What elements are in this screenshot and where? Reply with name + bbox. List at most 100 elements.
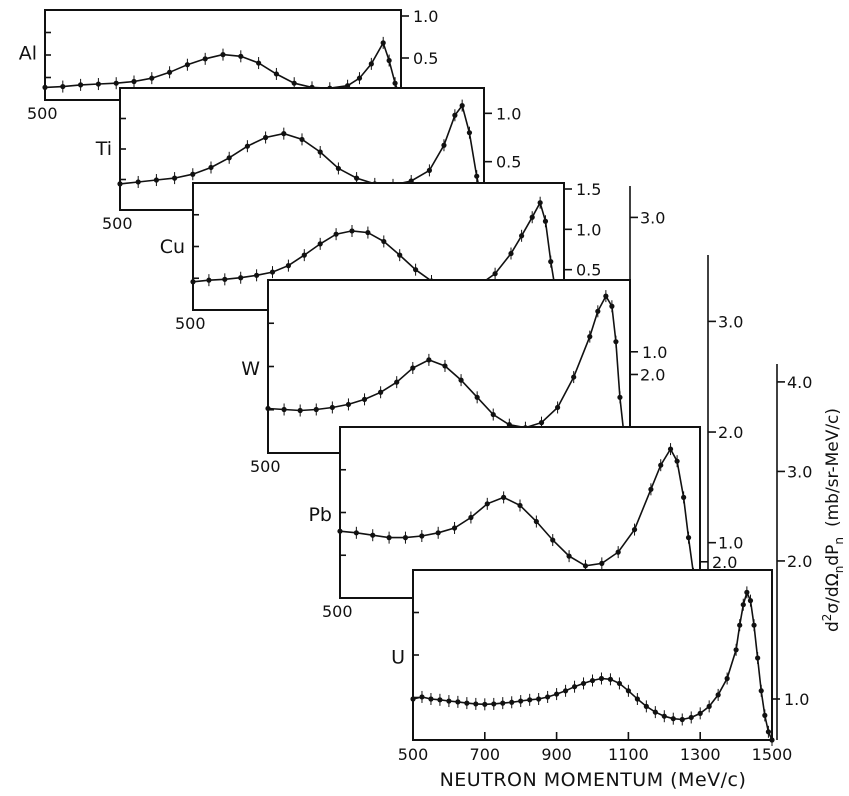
series-line-al — [44, 40, 402, 101]
data-point — [184, 62, 190, 68]
data-point — [482, 701, 488, 707]
data-point — [508, 250, 514, 257]
panel-w: 1.0 2.0 3.0 W 500 — [241, 186, 667, 476]
data-point — [335, 165, 341, 172]
data-point — [679, 716, 685, 723]
outer-y-tick-label: 2.0 — [640, 365, 665, 384]
data-point — [42, 84, 48, 90]
data-point — [78, 82, 84, 88]
data-point — [517, 502, 523, 509]
data-point — [615, 549, 621, 555]
x-axis: 500 700 900 1100 1300 1500 — [398, 732, 792, 764]
data-point — [688, 714, 694, 721]
y-axis-title-sub2: n — [832, 537, 846, 545]
data-point — [667, 446, 674, 452]
data-point — [536, 696, 542, 702]
data-point — [392, 80, 398, 86]
x-tick-label: 1100 — [608, 745, 649, 764]
data-point — [466, 130, 473, 136]
data-point — [269, 269, 276, 275]
x-start-label: 500 — [175, 314, 206, 333]
y-axis-title-d: d — [823, 621, 843, 632]
data-point — [153, 177, 159, 183]
data-point — [370, 532, 376, 538]
data-point — [625, 688, 632, 694]
data-point — [190, 279, 196, 285]
y-axis-title-sub1: n — [832, 566, 846, 574]
data-point — [533, 518, 539, 525]
data-point — [670, 716, 676, 722]
data-point — [386, 57, 392, 64]
y-axis-title: d2σ/dΩndPn(mb/sr-MeV/c) — [820, 408, 846, 632]
data-point — [595, 308, 601, 314]
data-point — [402, 535, 409, 541]
data-point — [206, 277, 212, 283]
data-point — [426, 357, 432, 363]
y-tick-label: 0.5 — [413, 49, 438, 68]
panel-label-cu: Cu — [160, 236, 185, 258]
y-tick-label: 1.0 — [413, 7, 438, 26]
data-point — [441, 142, 447, 148]
data-point — [542, 218, 549, 224]
data-point — [365, 229, 371, 236]
data-point — [281, 131, 287, 137]
data-point — [643, 703, 649, 709]
data-point — [281, 406, 287, 413]
panel-label-ti: Ti — [95, 138, 112, 160]
data-point — [337, 528, 343, 534]
series-line-pb — [339, 447, 701, 599]
data-point — [631, 526, 638, 533]
data-point — [661, 713, 667, 719]
svg-text:d2σ/dΩndPn(mb/sr-MeV/c): d2σ/dΩndPn(mb/sr-MeV/c) — [820, 408, 846, 632]
data-point — [740, 602, 746, 608]
data-point — [329, 404, 335, 411]
panel-label-al: Al — [19, 43, 37, 65]
data-point — [226, 155, 232, 161]
x-axis-title: NEUTRON MOMENTUM (MeV/c) — [440, 769, 747, 791]
data-point — [529, 214, 535, 220]
data-point — [167, 69, 173, 75]
data-point — [368, 61, 374, 67]
y-tick-label: 1.5 — [576, 180, 601, 199]
data-point — [333, 231, 339, 237]
data-point — [685, 535, 692, 541]
outer-y-tick-label: 4.0 — [787, 373, 812, 392]
data-point — [582, 563, 589, 569]
data-point — [617, 394, 623, 400]
data-point — [484, 501, 490, 507]
x-tick-label: 1300 — [680, 745, 721, 764]
data-point — [394, 379, 400, 385]
data-point — [285, 263, 291, 269]
data-point — [751, 622, 757, 628]
data-point — [545, 694, 551, 700]
panel-label-w: W — [241, 358, 260, 380]
data-point — [648, 486, 654, 492]
panel-u: 1.02.03.04.0U — [391, 364, 812, 746]
data-point — [755, 655, 761, 661]
data-point — [220, 52, 226, 58]
data-point — [607, 676, 614, 682]
data-point — [428, 696, 434, 702]
outer-y-tick-label: 3.0 — [640, 208, 665, 227]
data-point — [518, 698, 524, 704]
data-point — [490, 411, 496, 418]
y-tick-label: 2.0 — [712, 553, 737, 572]
data-point — [527, 697, 533, 703]
data-point — [291, 80, 297, 86]
data-point — [301, 252, 307, 258]
data-point — [554, 691, 560, 697]
data-point — [419, 533, 425, 539]
outer-y-tick-label: 3.0 — [718, 312, 743, 331]
data-point — [238, 275, 244, 281]
data-point — [506, 422, 512, 428]
data-point — [509, 699, 515, 705]
data-point — [256, 60, 262, 66]
x-start-label: 500 — [322, 602, 353, 621]
data-point — [317, 149, 323, 155]
data-point — [548, 259, 554, 265]
y-axis-title-mid: dP — [823, 545, 843, 566]
data-point — [254, 272, 260, 278]
data-point — [468, 514, 474, 521]
data-point — [297, 407, 303, 414]
